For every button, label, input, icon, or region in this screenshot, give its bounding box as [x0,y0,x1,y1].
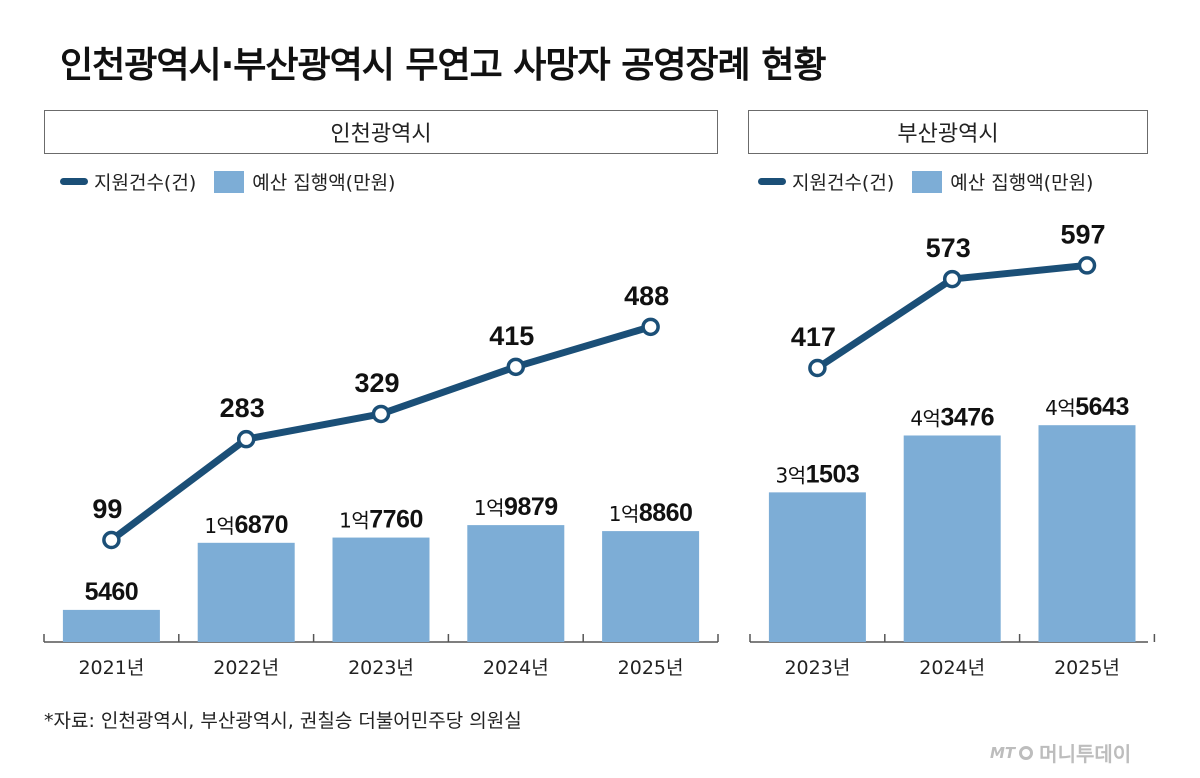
x-tick-label: 2021년 [78,657,144,679]
logo-name: 머니투데이 [1039,742,1132,766]
bar [768,492,866,642]
line-point [1077,256,1097,275]
bar-value-label: 4억3476 [910,403,994,431]
legend-busan: 지원건수(건) 예산 집행액(만원) [758,168,1093,195]
x-tick-label: 2023년 [348,657,414,679]
legend-line-label: 지원건수(건) [94,172,197,194]
legend-bar-label: 예산 집행액(만원) [252,172,396,194]
bar [332,537,430,642]
bar-value-label: 5460 [85,578,139,606]
line-value-label: 415 [489,321,534,351]
line-point [942,269,962,289]
bar [197,542,295,642]
x-tick-label: 2024년 [919,657,985,679]
line-value-label: 573 [926,233,971,263]
x-tick-label: 2023년 [784,657,850,679]
source-note: *자료: 인천광역시, 부산광역시, 권칠승 더불어민주당 의원실 [44,710,522,732]
bar-value-label: 1억7760 [339,506,423,534]
bar-value-label: 4억5643 [1045,393,1129,421]
chart-title: 인천광역시·부산광역시 무연고 사망자 공영장례 현황 [60,45,826,86]
line-value-label: 488 [624,281,669,311]
line-point [641,317,660,337]
x-tick-label: 2025년 [618,657,684,679]
bar [602,531,700,642]
logo-mt: MT [990,743,1016,762]
line-point [371,404,391,424]
line-point [236,429,256,449]
line-value-label: 597 [1060,219,1105,249]
legend-incheon: 지원건수(건) 예산 집행액(만원) [60,168,395,195]
line-point [102,530,121,550]
bar [467,525,565,642]
publisher-logo: MT 머니투데이 [990,738,1131,767]
bar [903,435,1001,642]
x-tick-label: 2024년 [483,657,549,679]
line-point [506,357,526,377]
x-tick-label: 2025년 [1054,657,1120,679]
bar-value-label: 1억9879 [474,493,558,521]
legend-line-swatch [60,178,88,185]
legend-line-label: 지원건수(건) [792,172,895,194]
bar-value-label: 1억6870 [204,511,288,539]
panel-title-incheon: 인천광역시 [44,110,718,154]
bar [62,609,160,642]
legend-bar-swatch [214,170,245,193]
legend-line-swatch [758,178,786,185]
bar [1038,425,1136,642]
bar-value-label: 3억1503 [776,460,860,488]
x-tick-label: 2022년 [213,657,279,679]
line-point [808,358,827,378]
line-value-label: 329 [354,368,399,398]
logo-ring-icon [1019,745,1034,760]
legend-bar-swatch [912,170,943,193]
line-value-label: 283 [220,393,265,423]
line-value-label: 99 [92,494,122,524]
panel-title-busan: 부산광역시 [748,110,1148,154]
legend-bar-label: 예산 집행액(만원) [950,172,1094,194]
bar-value-label: 1억8860 [609,499,693,527]
line-value-label: 417 [791,322,836,352]
